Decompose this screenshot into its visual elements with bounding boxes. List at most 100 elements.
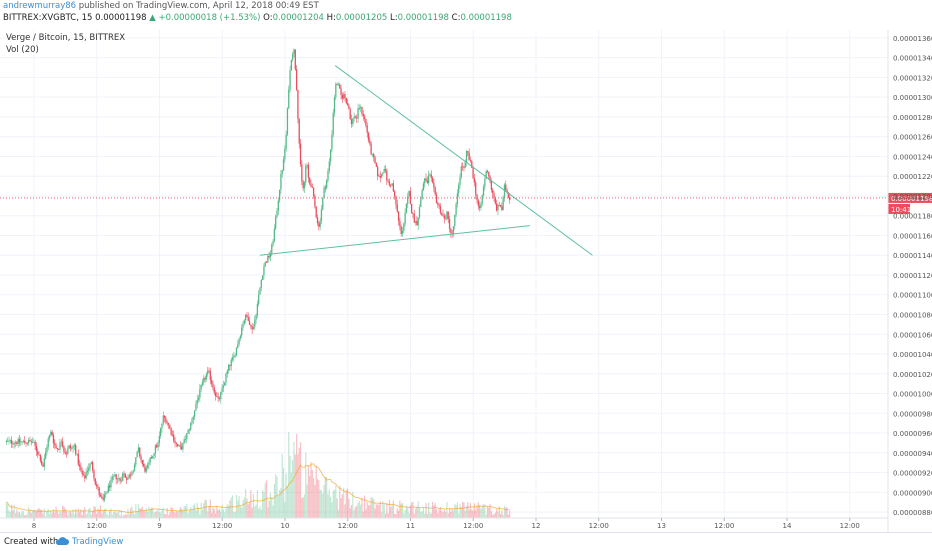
candle-body [305,166,307,183]
candle-body [472,167,474,178]
volume-bar [320,490,323,518]
volume-bar [363,495,366,518]
candle-body [18,439,21,443]
volume-bar [141,506,143,518]
volume-bar [199,513,201,518]
time-tick-label: 14 [783,522,792,530]
tradingview-link[interactable]: TradingView [72,537,124,547]
volume-bar [441,510,443,518]
volume-bar [428,502,430,518]
candle-body [434,187,436,195]
volume-bar [150,507,153,518]
volume-bar [349,508,351,518]
volume-bar [30,512,32,518]
candle-body [264,262,266,267]
candle-body [101,496,103,499]
candle-body [468,152,470,161]
price-tick-label: 0.00001040 [893,351,932,359]
candle-body [293,49,295,55]
candle-body [224,382,226,386]
candle-body [267,255,269,263]
volume-bar [224,512,226,518]
candle-body [269,253,272,258]
volume-bar [509,510,511,518]
price-tick-label: 0.00001100 [893,292,932,300]
candle-body [161,423,163,428]
current-price-tag [888,192,932,203]
volume-bar [448,508,451,518]
candle-body [396,204,398,212]
candle-body [246,314,248,317]
close-value: 0.00001198 [460,13,512,23]
time-tick-label: 11 [406,522,415,530]
volume-bar [479,505,481,518]
candle-body [230,359,232,367]
candle-body [327,170,329,181]
candle-body [380,173,383,178]
candle-body [27,440,30,444]
candle-body [196,399,198,405]
volume-bar [216,505,218,518]
candle-body [358,108,361,109]
candle-body [76,453,78,455]
volume-bar [252,494,255,518]
candle-body [158,435,160,443]
candle-body [439,206,442,213]
price-tick-label: 0.00001280 [893,114,932,122]
volume-bar [486,506,489,518]
price-axis[interactable]: 0.00001360 0.00001340 0.00001320 0.00001300… [893,35,932,517]
candle-body [356,117,358,119]
volume-bar [207,511,209,518]
time-tick-label: 9 [157,522,161,530]
volume-bar [195,510,197,518]
candle-body [349,109,351,120]
volume-bar [112,511,115,518]
candle-body [374,157,376,164]
volume-bar [282,467,285,518]
candle-body [261,275,264,280]
volume-bar [237,500,239,518]
candle-body [214,392,217,397]
candle-body [56,448,59,450]
candle-body [16,442,18,444]
candle-body [481,195,483,204]
candle-body [390,185,392,187]
candle-body [254,319,256,327]
volume-bar [488,507,490,518]
volume-bar [11,504,13,518]
candle-body [47,438,49,448]
close-label: C: [451,13,461,23]
candle-body [435,194,438,203]
candle-body [170,427,172,435]
candle-body [220,392,222,400]
candle-body [26,443,28,445]
trendlines[interactable] [259,65,593,256]
candle-body [149,457,151,463]
candle-body [263,266,265,276]
candle-body [475,182,477,195]
candle-body [157,442,159,448]
volume-bar [174,512,176,518]
volume-bar [64,508,66,518]
volume-bar [200,502,202,518]
volume-bar [217,510,219,518]
candle-body [409,191,411,204]
volume-bar [65,511,68,518]
volume-bar [421,511,423,518]
volume-bar [38,508,40,518]
candle-body [209,370,211,381]
candle-body [386,170,388,181]
volume-bar [416,506,418,518]
time-axis[interactable]: 8 12:00 9 12:00 10 12:00 11 12:00 12 12:00 13 12:00… [32,518,860,530]
volume-bar [238,496,240,518]
volume-bar [344,504,346,518]
chart-area[interactable]: 0.00001198 10:41 0.00001360 0.00001340 0.00… [0,30,932,532]
volume-bar [475,509,477,518]
volume-bar [399,500,401,518]
volume-bar [326,477,328,518]
volume-bar [417,501,419,518]
author-link[interactable]: andrewmurray86 [3,1,77,11]
volume-bar [56,511,58,518]
candle-body [173,434,175,441]
